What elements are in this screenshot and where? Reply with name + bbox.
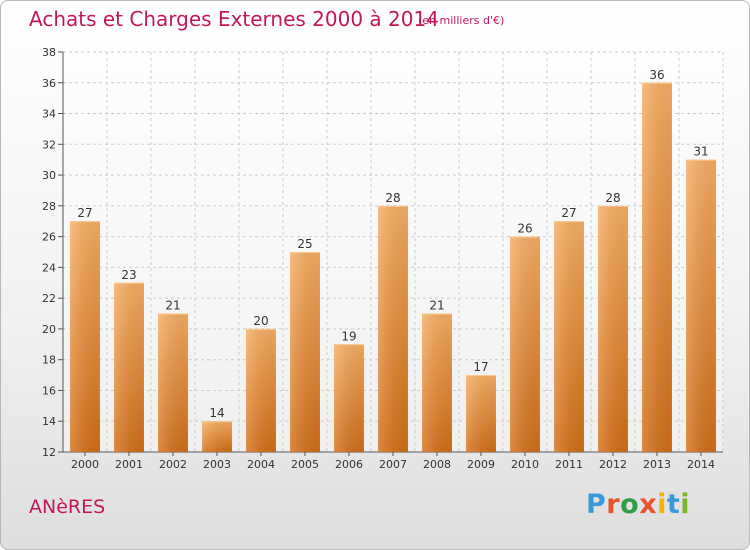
y-tick-label: 18 <box>42 354 56 367</box>
y-tick-label: 16 <box>42 384 56 397</box>
bar-shade <box>466 375 496 452</box>
x-tick-label: 2001 <box>115 458 143 471</box>
value-label: 21 <box>165 299 180 313</box>
x-tick-label: 2010 <box>511 458 539 471</box>
bar-shade <box>642 82 672 453</box>
value-label: 27 <box>77 206 92 220</box>
x-tick-label: 2003 <box>203 458 231 471</box>
x-tick-label: 2014 <box>687 458 715 471</box>
x-tick-label: 2004 <box>247 458 275 471</box>
x-tick-label: 2008 <box>423 458 451 471</box>
value-label: 25 <box>297 237 312 251</box>
x-tick-label: 2006 <box>335 458 363 471</box>
x-tick-label: 2000 <box>71 458 99 471</box>
logo-letter: i <box>657 489 667 520</box>
bar-shade <box>422 313 452 452</box>
bar-shade <box>202 421 232 452</box>
commune-name: ANèRES <box>29 496 106 518</box>
y-tick-label: 32 <box>42 138 56 151</box>
y-tick-label: 14 <box>42 415 56 428</box>
y-tick-label: 24 <box>42 261 56 274</box>
x-tick-label: 2013 <box>643 458 671 471</box>
bar-shade <box>554 221 584 452</box>
bar-shade <box>70 221 100 452</box>
y-tick-label: 20 <box>42 323 56 336</box>
bar-shade <box>510 236 540 452</box>
bar-shade <box>246 328 276 452</box>
y-tick-label: 22 <box>42 292 56 305</box>
value-label: 27 <box>561 206 576 220</box>
x-tick-label: 2012 <box>599 458 627 471</box>
bar-shade <box>598 205 628 452</box>
value-label: 36 <box>649 68 664 82</box>
value-label: 19 <box>341 329 356 343</box>
bar-shade <box>158 313 188 452</box>
y-tick-label: 26 <box>42 231 56 244</box>
bar-shade <box>686 159 716 452</box>
logo-letter: P <box>586 489 607 520</box>
y-tick-label: 38 <box>42 46 56 59</box>
logo-letter: o <box>620 489 640 520</box>
y-tick-label: 28 <box>42 200 56 213</box>
value-label: 17 <box>473 360 488 374</box>
bar-shade <box>334 344 364 452</box>
value-label: 21 <box>429 299 444 313</box>
chart-title: Achats et Charges Externes 2000 à 2014 <box>29 7 439 31</box>
x-tick-label: 2002 <box>159 458 187 471</box>
x-tick-label: 2011 <box>555 458 583 471</box>
x-tick-label: 2005 <box>291 458 319 471</box>
logo-letter: i <box>680 489 691 520</box>
y-tick-label: 34 <box>42 108 56 121</box>
bar-shade <box>378 205 408 452</box>
bar-shade <box>290 252 320 452</box>
value-label: 28 <box>605 191 620 205</box>
logo-letter: r <box>606 489 621 520</box>
y-tick-label: 36 <box>42 77 56 90</box>
value-label: 20 <box>253 314 268 328</box>
x-tick-label: 2009 <box>467 458 495 471</box>
value-label: 26 <box>517 222 532 236</box>
value-label: 28 <box>385 191 400 205</box>
labels-layer: 12 14 16 18 20 22 24 26 28 30 32 34 36 38 27 2000 23 2001… <box>42 46 715 471</box>
value-label: 14 <box>209 406 224 420</box>
value-label: 31 <box>693 145 708 159</box>
y-tick-label: 12 <box>42 446 56 459</box>
value-label: 23 <box>121 268 136 282</box>
bar-shade <box>114 282 144 452</box>
bars-layer <box>70 82 716 453</box>
y-tick-label: 30 <box>42 169 56 182</box>
chart-subtitle: (en milliers d'€) <box>418 14 505 27</box>
proxiti-logo[interactable]: Proxiti <box>586 489 690 520</box>
x-tick-label: 2007 <box>379 458 407 471</box>
logo-letter: x <box>639 489 658 520</box>
logo-letter: t <box>666 489 681 520</box>
